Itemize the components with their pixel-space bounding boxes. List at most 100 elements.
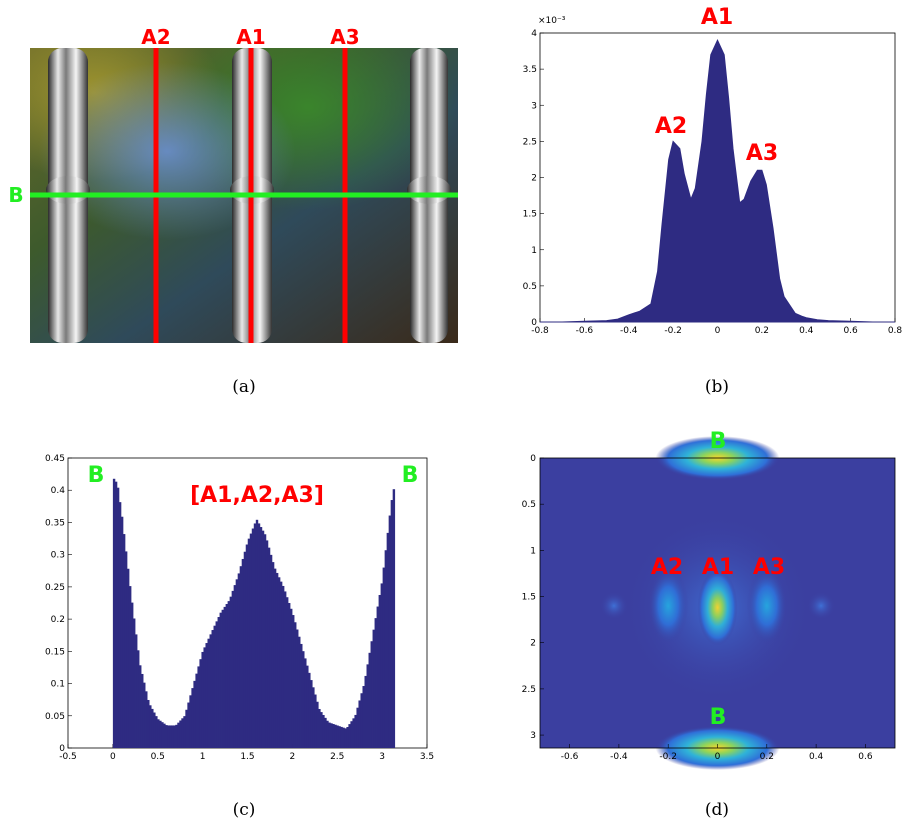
histogram-bar [374,618,377,748]
y-tick-label: 2 [531,174,537,184]
y-tick-label: 0.5 [522,500,536,510]
histogram-bar [328,722,331,748]
heatmap-peak [746,567,787,644]
histogram-bar [366,664,369,748]
y-tick-label: 0.15 [45,647,65,657]
histogram-bar [269,554,273,748]
panel-a: A2 A1 A3 B (a) [8,25,458,397]
histogram-bar [314,694,317,748]
histogram-bar [265,540,269,748]
panel-d: -0.6 -0.4 -0.2 0 0.2 0.4 0.6 0 0.5 1 1.5 2 2.5 3 B A2… [522,429,896,820]
histogram-bar [122,534,126,748]
histogram-bar [277,577,281,748]
histogram-bar [296,629,299,748]
x-tick-label: 0.4 [799,326,814,336]
histogram-bar [145,691,148,748]
heatmap-peak [648,567,689,644]
histogram-bar [346,727,349,748]
caption-d: (d) [705,800,729,820]
histogram-bar [217,617,220,748]
histogram-bar [165,725,168,748]
histogram-bar [279,581,283,748]
histogram-bar [352,718,355,748]
histogram-bar [267,547,271,748]
x-tick-label: -0.8 [531,326,549,336]
histogram-bar [356,707,359,748]
histogram-bar [376,606,379,748]
histogram-bar [181,718,184,748]
histogram-bar [384,550,388,748]
histogram-bar [201,651,204,748]
histogram-bar [199,659,202,748]
x-tick-label: 3.5 [420,752,434,762]
histogram-bar [350,721,353,748]
histogram-bar [332,724,335,748]
histogram-bar [193,680,196,748]
annotation-center: [A1,A2,A3] [190,483,324,508]
x-tick-label: -0.5 [59,752,77,762]
histogram-bar [137,650,140,748]
density-area [540,39,895,323]
histogram-bar [388,515,392,748]
histogram-bar [118,502,122,748]
histogram-bar [243,551,247,748]
y-tick-label: 1.5 [523,210,537,220]
annotation-b-bottom: B [710,705,727,730]
histogram-bar [334,724,337,748]
histogram-bar [187,702,190,748]
x-tick-label: 2.5 [330,752,344,762]
histogram-bar [368,652,371,748]
label-a2: A2 [141,25,170,49]
histogram-bar [380,583,384,748]
histogram-bar [257,523,261,748]
caption-c: (c) [233,800,256,820]
histogram-bar [285,597,289,748]
x-tick-label: 0.6 [843,326,858,336]
y-tick-label: 0 [59,744,65,754]
histogram-bar [364,675,367,748]
plot-b: -0.8 -0.6 -0.4 -0.2 0 0.2 0.4 0.6 0.8 0 0.5 1 1.5 2 2.… [523,29,903,336]
heatmap-faint-spot [807,591,836,620]
histogram-bar [157,719,160,748]
annotation-a3: A3 [753,555,785,580]
histogram-bar [223,606,226,748]
x-tick-label: 0 [715,326,721,336]
histogram-bar [354,714,357,748]
histogram-bar [219,612,222,748]
histogram-bar [171,725,174,748]
x-tick-label: -0.2 [659,752,677,762]
x-tick-label: 0.2 [760,752,774,762]
annotation-a3: A3 [746,141,778,166]
histogram-bar [215,621,218,748]
histogram-bar [370,641,373,748]
histogram-bar [298,636,301,748]
histogram-bar [235,579,239,748]
x-tick-label: 1 [200,752,206,762]
histogram-bar [133,618,136,748]
histogram-bar [191,688,194,748]
histogram-bar [251,528,255,748]
histogram-bar [386,532,390,748]
histogram-bar [233,585,237,748]
histogram-bar [271,562,275,748]
histogram-bar [344,728,347,748]
histogram-bar [167,725,170,748]
histogram-bar [336,725,339,748]
photo [30,48,458,343]
histogram-bar [294,622,297,748]
histogram-bar [205,643,208,748]
histogram-bar [159,720,162,748]
histogram-bar [161,722,164,748]
histogram-bar [189,695,192,748]
x-tick-label: -0.6 [561,752,579,762]
histogram-bar [378,594,381,748]
histogram-bar [163,723,166,748]
histogram-bar [288,603,291,748]
histogram-bar [209,634,212,748]
histogram-bar [372,629,375,748]
plot-c: -0.5 0 0.5 1 1.5 2 2.5 3 3.500.050.10.150.20.250… [45,454,434,762]
y-tick-label: 0.25 [45,583,65,593]
histogram-bar [259,527,263,748]
plot-d: -0.6 -0.4 -0.2 0 0.2 0.4 0.6 0 0.5 1 1.5 2 2.5 3 [522,436,896,770]
y-tick-label: 2.5 [522,685,536,695]
